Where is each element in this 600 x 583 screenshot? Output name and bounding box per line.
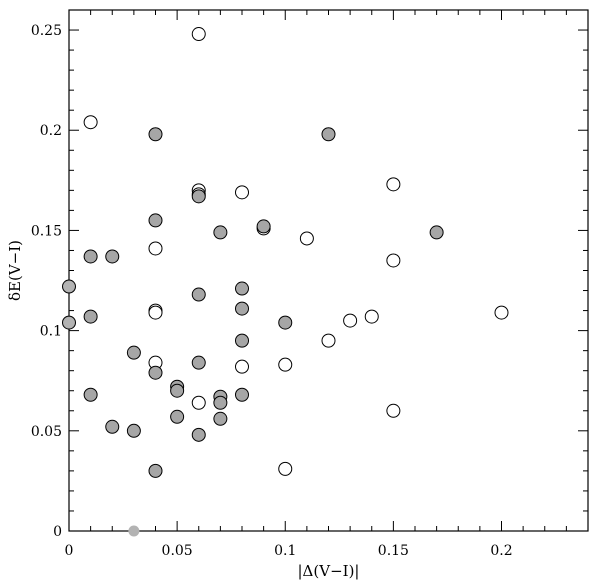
axis-ticks (68, 9, 589, 532)
x-tick-label: 0.05 (162, 543, 193, 559)
open-circle-point (386, 177, 401, 192)
axis-tick-labels: 0 0.05 0.1 0.15 0.2 0 0.05 0.1 0.15 0.2 0.25 (31, 23, 513, 559)
y-tick-label: 0.05 (31, 424, 62, 440)
open-circle-point (321, 333, 336, 348)
x-tick-label: 0 (65, 543, 74, 559)
open-circle-point (386, 253, 401, 268)
light-filled-circle-point (63, 317, 75, 329)
filled-circle-point (126, 345, 141, 360)
filled-circle-point (213, 225, 228, 240)
filled-circle-point (191, 427, 206, 442)
light-filled-circle-point (63, 281, 75, 293)
x-axis-label: |Δ(V−I)| (298, 562, 360, 580)
filled-circle-point (83, 309, 98, 324)
filled-circle-point (148, 213, 163, 228)
filled-circle-point (191, 189, 206, 204)
filled-circle-point (213, 411, 228, 426)
filled-circle-point (170, 383, 185, 398)
filled-circle-point (191, 355, 206, 370)
x-tick-label: 0.15 (378, 543, 409, 559)
filled-circle-point (278, 315, 293, 330)
open-circle-point (364, 309, 379, 324)
filled-circle-point (235, 387, 249, 402)
open-circle-point (148, 241, 163, 256)
filled-circle-point (256, 219, 271, 234)
open-circle-point (278, 357, 293, 372)
open-circle-point (343, 313, 358, 328)
open-circle-point (191, 395, 206, 410)
filled-circle-point (235, 281, 249, 296)
filled-circle-point (235, 301, 249, 316)
light-filled-circle-point (128, 525, 140, 537)
open-circle-point (83, 115, 98, 130)
filled-circle-point (83, 249, 98, 264)
open-circle-point (191, 27, 206, 42)
filled-circle-point (191, 287, 206, 302)
filled-circle-point (126, 423, 141, 438)
filled-circle-point (148, 365, 163, 380)
y-tick-label: 0.25 (31, 23, 62, 39)
open-circle-point (494, 305, 509, 320)
open-circle-point (386, 403, 401, 418)
filled-circle-point (148, 463, 163, 478)
filled-circle-point (170, 409, 185, 424)
filled-circle-point (83, 387, 98, 402)
y-tick-label: 0.1 (40, 324, 62, 340)
open-circle-point (235, 359, 249, 374)
data-points (62, 27, 509, 537)
filled-circle-point (213, 395, 228, 410)
y-tick-label: 0 (53, 524, 62, 540)
plot-frame (68, 9, 589, 532)
open-circle-point (278, 461, 293, 476)
x-tick-label: 0.1 (274, 543, 296, 559)
open-circle-point (148, 305, 163, 320)
filled-circle-point (105, 249, 120, 264)
y-axis-label: δE(V−I) (6, 240, 24, 301)
filled-circle-point (105, 419, 120, 434)
filled-circle-point (429, 225, 444, 240)
y-tick-label: 0.2 (40, 123, 62, 139)
filled-circle-point (148, 127, 163, 142)
open-circle-point (235, 185, 249, 200)
y-tick-label: 0.15 (31, 223, 62, 239)
x-tick-label: 0.2 (490, 543, 512, 559)
filled-circle-point (321, 127, 336, 142)
open-circle-point (299, 231, 314, 246)
filled-circle-point (235, 333, 249, 348)
